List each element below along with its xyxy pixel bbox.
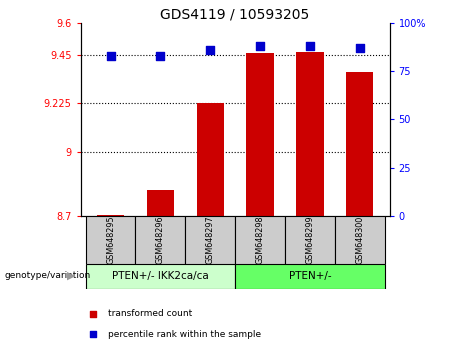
Bar: [235, 264, 384, 289]
Bar: [136, 216, 185, 264]
Bar: [246, 53, 274, 216]
Bar: [285, 216, 335, 264]
Text: GSM648295: GSM648295: [106, 216, 115, 264]
Text: PTEN+/- IKK2ca/ca: PTEN+/- IKK2ca/ca: [112, 271, 209, 281]
Bar: [97, 215, 124, 216]
Bar: [235, 216, 285, 264]
Text: transformed count: transformed count: [108, 309, 193, 318]
Text: GSM648296: GSM648296: [156, 216, 165, 264]
Bar: [86, 264, 235, 289]
Bar: [185, 216, 235, 264]
Bar: [147, 190, 174, 216]
Point: [89, 331, 97, 337]
Text: PTEN+/-: PTEN+/-: [289, 271, 331, 281]
Bar: [335, 216, 384, 264]
Text: ▶: ▶: [67, 270, 76, 280]
Text: genotype/variation: genotype/variation: [5, 271, 91, 280]
Bar: [296, 52, 324, 216]
Point: [157, 53, 164, 59]
Text: GSM648299: GSM648299: [305, 216, 314, 264]
Text: percentile rank within the sample: percentile rank within the sample: [108, 330, 261, 338]
Point: [107, 53, 114, 59]
Bar: [346, 72, 373, 216]
Bar: [86, 216, 136, 264]
Point: [356, 45, 363, 51]
Text: GSM648298: GSM648298: [255, 216, 265, 264]
Point: [207, 47, 214, 53]
Title: GDS4119 / 10593205: GDS4119 / 10593205: [160, 8, 310, 22]
Text: GSM648300: GSM648300: [355, 216, 364, 264]
Bar: [196, 103, 224, 216]
Point: [306, 43, 313, 49]
Point: [89, 311, 97, 316]
Point: [256, 43, 264, 49]
Text: GSM648297: GSM648297: [206, 216, 215, 264]
